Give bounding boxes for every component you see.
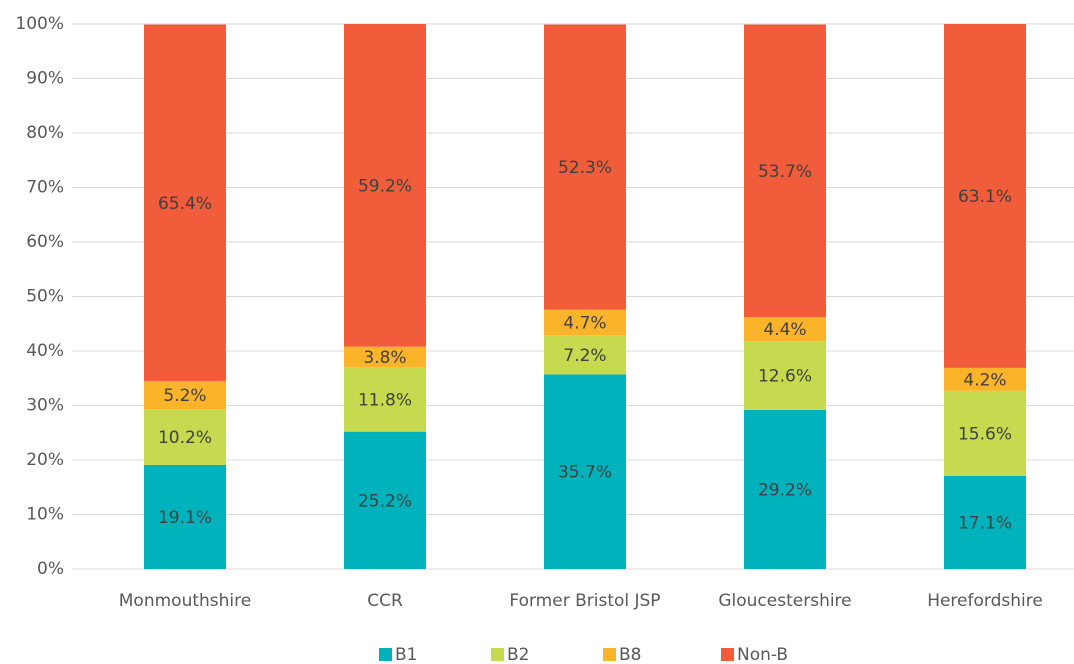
y-tick-label: 50% — [26, 287, 64, 307]
bar-segment — [144, 24, 226, 381]
x-tick-label: CCR — [367, 591, 403, 611]
bar-segment — [944, 475, 1026, 569]
data-label: 52.3% — [558, 158, 612, 178]
y-tick-label: 80% — [26, 123, 64, 143]
y-tick-label: 10% — [26, 505, 64, 525]
bar-segment — [144, 380, 226, 410]
y-tick-label: 60% — [26, 232, 64, 252]
bar-segment — [344, 24, 426, 347]
bar-segment — [544, 24, 626, 310]
y-tick-label: 90% — [26, 69, 64, 89]
x-tick-label: Former Bristol JSP — [509, 591, 660, 611]
y-tick-label: 100% — [15, 14, 64, 34]
data-label: 4.4% — [763, 320, 806, 340]
y-tick-label: 20% — [26, 450, 64, 470]
data-label: 7.2% — [563, 346, 606, 366]
data-label: 15.6% — [958, 424, 1012, 444]
bar-segment — [344, 431, 426, 569]
legend-swatch — [721, 648, 734, 661]
legend-label: Non-B — [737, 645, 788, 664]
y-tick-label: 40% — [26, 341, 64, 361]
x-tick-label: Herefordshire — [927, 591, 1043, 611]
legend-swatch — [379, 648, 392, 661]
bar-segment — [744, 317, 826, 342]
legend-label: B2 — [507, 645, 529, 664]
bar-segment — [144, 409, 226, 465]
x-tick-label: Monmouthshire — [119, 591, 251, 611]
data-label: 10.2% — [158, 428, 212, 448]
bar-segment — [944, 367, 1026, 391]
data-label: 4.7% — [563, 313, 606, 333]
bar-segment — [344, 346, 426, 368]
data-label: 65.4% — [158, 194, 212, 214]
data-label: 4.2% — [963, 370, 1006, 390]
legend-label: B1 — [395, 645, 417, 664]
bar-segment — [544, 309, 626, 336]
data-label: 35.7% — [558, 463, 612, 483]
data-label: 3.8% — [363, 348, 406, 368]
bar-segment — [344, 367, 426, 432]
bar-segment — [544, 335, 626, 375]
bar-segment — [744, 24, 826, 318]
y-tick-label: 0% — [37, 559, 64, 579]
data-label: 29.2% — [758, 480, 812, 500]
data-label: 11.8% — [358, 391, 412, 411]
legend-label: B8 — [619, 645, 641, 664]
data-label: 59.2% — [358, 176, 412, 196]
y-tick-label: 30% — [26, 396, 64, 416]
legend-swatch — [603, 648, 616, 661]
bar-segment — [744, 409, 826, 569]
data-label: 53.7% — [758, 162, 812, 182]
data-label: 17.1% — [958, 513, 1012, 533]
data-label: 12.6% — [758, 367, 812, 387]
legend-swatch — [491, 648, 504, 661]
bar-segment — [544, 374, 626, 569]
data-label: 19.1% — [158, 508, 212, 528]
bar-segment — [144, 464, 226, 569]
bar-segment — [944, 24, 1026, 368]
bar-segment — [744, 341, 826, 410]
data-label: 63.1% — [958, 187, 1012, 207]
y-tick-label: 70% — [26, 178, 64, 198]
data-label: 5.2% — [163, 386, 206, 406]
x-tick-label: Gloucestershire — [718, 591, 851, 611]
bar-segment — [944, 390, 1026, 476]
data-label: 25.2% — [358, 491, 412, 511]
